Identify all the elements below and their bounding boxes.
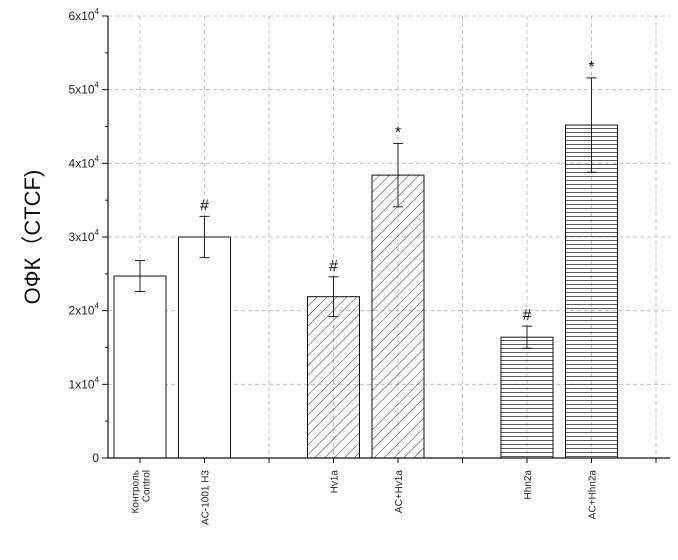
x-tick-label: AC+Hv1a	[394, 470, 405, 514]
bar	[565, 124, 618, 459]
bar	[500, 336, 554, 459]
y-tick-label: 0	[92, 451, 99, 465]
y-tick-label: 3x104	[69, 228, 100, 244]
bar	[371, 174, 425, 459]
y-tick-label: 2x104	[69, 302, 100, 318]
bar	[307, 296, 360, 459]
x-tick-label: AC+Hhn2a	[588, 470, 599, 520]
significance-marker: #	[523, 307, 532, 324]
bars: # # * # *	[113, 59, 618, 459]
y-tick-label: 4x104	[69, 154, 100, 170]
y-tick-label: 5x104	[69, 81, 100, 97]
x-tick-label: Hhn2a	[523, 470, 534, 500]
y-tick-label: 1x104	[69, 375, 100, 391]
bar	[113, 275, 167, 459]
x-tick-label: Control	[142, 470, 153, 502]
y-tick-label: 6x104	[69, 7, 100, 23]
significance-marker: #	[329, 258, 338, 275]
x-tick-label: Hv1a	[330, 470, 341, 494]
axes: Контроль Control AC-1001 H3 Hv1a AC+Hv1a Hhn2…	[69, 7, 670, 525]
y-axis-label: ОФК（CTCF)	[20, 170, 45, 305]
significance-marker: #	[200, 197, 209, 214]
x-tick-label: AC-1001 H3	[201, 470, 212, 525]
x-tick-label: Контроль	[131, 470, 142, 513]
significance-marker: *	[395, 124, 401, 141]
significance-marker: *	[588, 59, 594, 76]
bar	[178, 236, 231, 459]
